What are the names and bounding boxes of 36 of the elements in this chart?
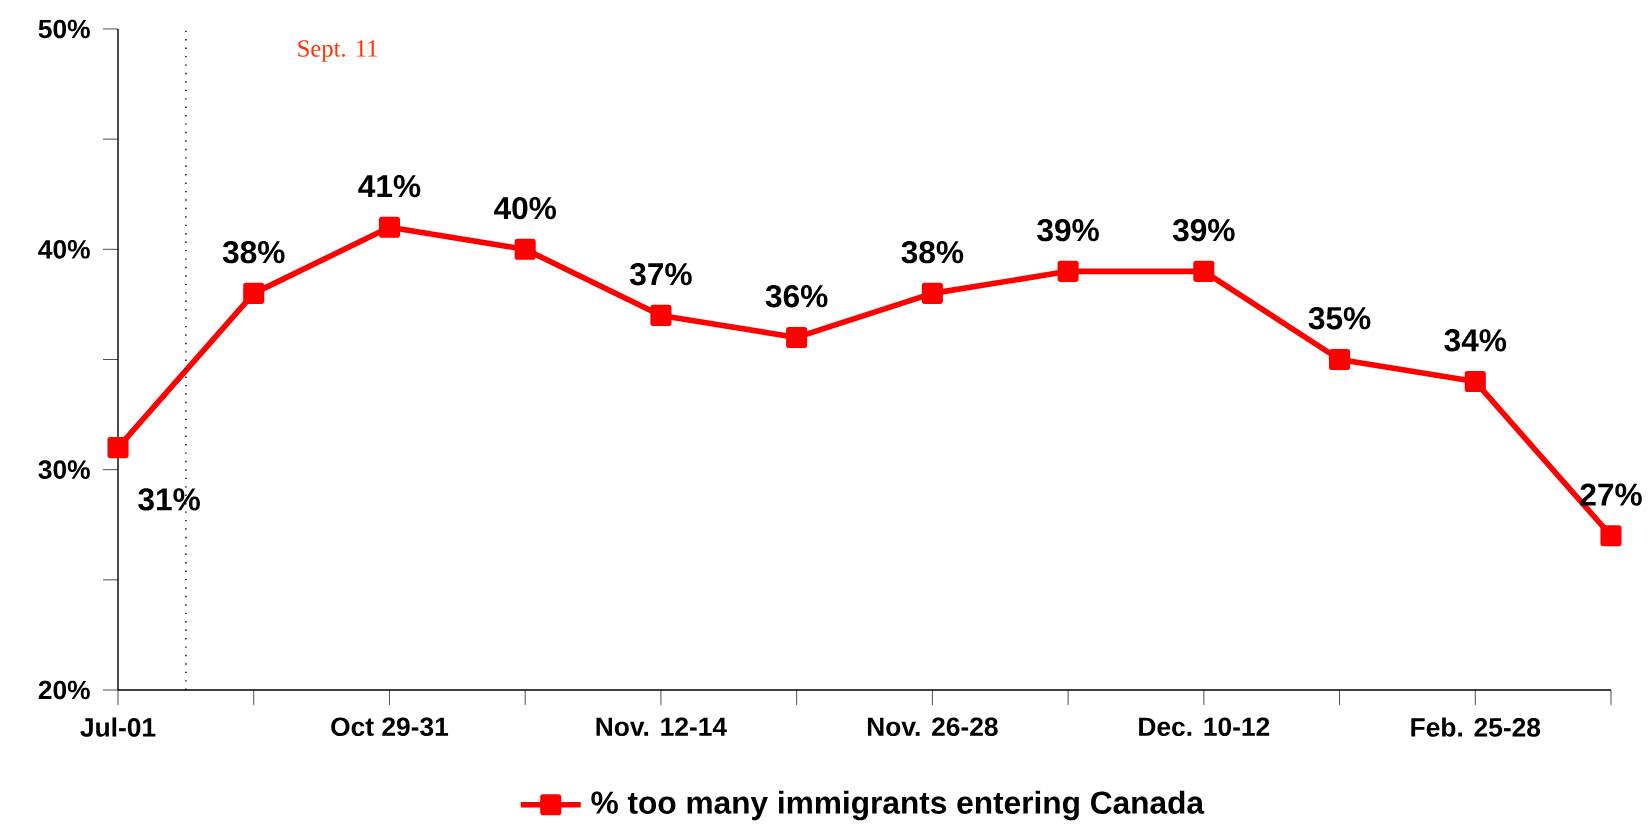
- x-tick-label: Oct 29-31: [331, 717, 449, 737]
- x-tick-label: Nov. 12-14: [596, 717, 727, 737]
- y-tick-label: 50%: [38, 19, 90, 39]
- point: [107, 437, 129, 459]
- data-label: 38%: [901, 240, 964, 264]
- point: [1057, 260, 1079, 282]
- y-tick-label: 30%: [38, 460, 90, 479]
- point: [1329, 348, 1351, 371]
- x-tick-label: Feb. 25-28: [1411, 717, 1541, 737]
- point: [243, 282, 265, 304]
- data-label: 37%: [629, 262, 692, 286]
- y-tick-label: 20%: [38, 680, 90, 700]
- data-label: 31%: [138, 488, 200, 511]
- data-label: 41%: [358, 175, 421, 198]
- point: [378, 216, 401, 238]
- data-label: 39%: [1172, 218, 1235, 242]
- legend-label: % too many immigrants entering Canada: [591, 790, 1205, 821]
- x-tick-label: Nov. 26-28: [867, 717, 998, 737]
- point: [514, 238, 536, 260]
- point: [921, 282, 943, 304]
- data-label: 40%: [494, 196, 556, 220]
- data-label: 27%: [1580, 483, 1642, 506]
- point: [1193, 260, 1215, 282]
- data-label: 35%: [1308, 307, 1371, 330]
- point: [1600, 525, 1622, 547]
- x-tick-label: Dec. 10-12: [1139, 717, 1270, 737]
- point: [786, 326, 808, 348]
- annotation: Sept. 11: [298, 40, 377, 62]
- data-label: 34%: [1444, 329, 1507, 352]
- data-label: 36%: [765, 285, 828, 308]
- x-tick-label: Jul-01: [80, 717, 156, 737]
- point: [650, 304, 672, 326]
- data-label: 38%: [222, 240, 285, 264]
- point: [1464, 370, 1486, 393]
- y-tick-label: 40%: [38, 239, 90, 259]
- data-label: 39%: [1037, 218, 1099, 242]
